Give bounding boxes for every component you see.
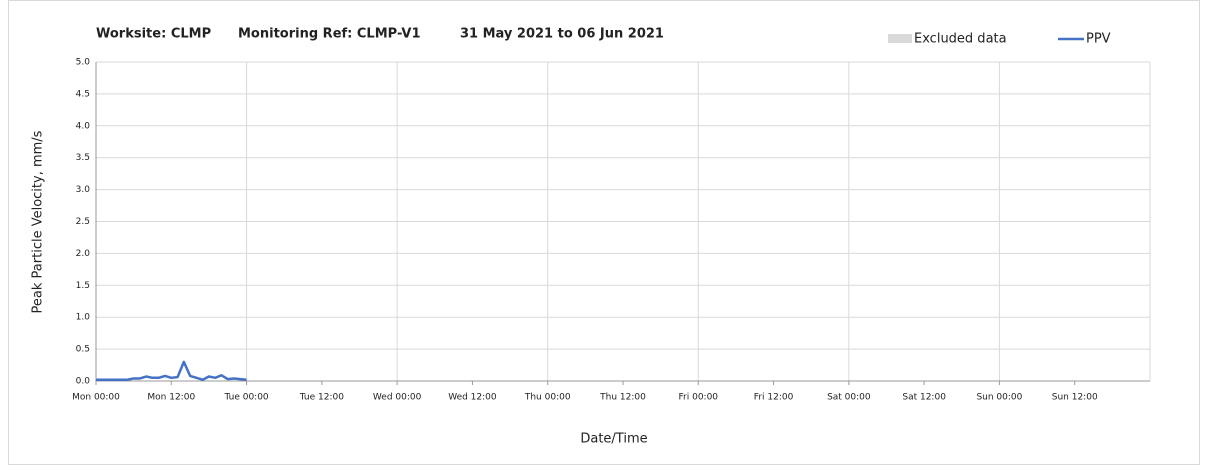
y-tick-label: 0.0 (76, 377, 91, 387)
y-tick-label: 3.5 (76, 153, 90, 163)
x-tick-label: Mon 12:00 (147, 393, 195, 403)
y-tick-label: 1.0 (76, 313, 91, 323)
x-tick-label: Tue 12:00 (299, 393, 344, 403)
y-tick-label: 2.0 (76, 249, 91, 259)
legend-swatch (888, 34, 912, 43)
x-tick-label: Thu 12:00 (599, 393, 646, 403)
y-tick-label: 2.5 (76, 217, 90, 227)
x-tick-label: Fri 00:00 (679, 393, 719, 403)
x-tick-label: Wed 12:00 (448, 393, 497, 403)
y-tick-label: 1.5 (76, 281, 90, 291)
x-tick-label: Tue 00:00 (223, 393, 268, 403)
y-tick-label: 0.5 (76, 345, 90, 355)
chart-title: 31 May 2021 to 06 Jun 2021 (460, 27, 664, 42)
y-tick-label: 4.5 (76, 89, 90, 99)
chart-title: Worksite: CLMP (96, 27, 211, 42)
x-tick-label: Mon 00:00 (72, 393, 120, 403)
legend-label: PPV (1086, 32, 1111, 47)
x-tick-label: Sat 00:00 (827, 393, 871, 403)
x-tick-label: Sun 12:00 (1052, 393, 1098, 403)
data-line (96, 360, 247, 381)
x-tick-label: Thu 00:00 (524, 393, 571, 403)
y-axis-label: Peak Particle Velocity, mm/s (31, 130, 46, 313)
y-tick-label: 4.0 (76, 121, 91, 131)
y-tick-label: 3.0 (76, 185, 91, 195)
x-axis-label: Date/Time (580, 432, 647, 447)
x-tick-label: Sun 00:00 (976, 393, 1022, 403)
chart-frame (8, 0, 1200, 465)
x-tick-label: Fri 12:00 (754, 393, 794, 403)
x-tick-label: Wed 00:00 (373, 393, 422, 403)
y-tick-label: 5.0 (76, 58, 91, 68)
x-tick-label: Sat 12:00 (902, 393, 946, 403)
chart-title: Monitoring Ref: CLMP-V1 (238, 27, 421, 42)
legend-label: Excluded data (914, 32, 1007, 47)
